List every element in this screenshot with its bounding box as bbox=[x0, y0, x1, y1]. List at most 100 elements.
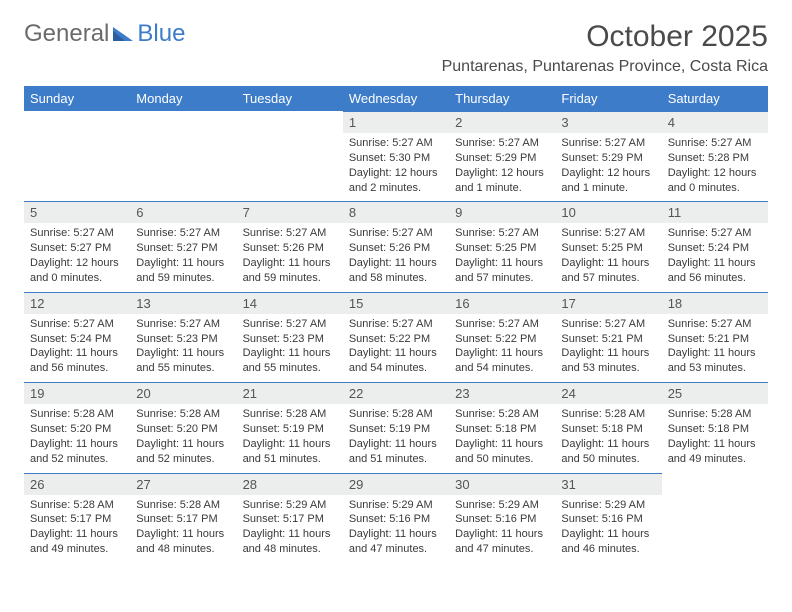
brand-logo: General Blue bbox=[24, 20, 185, 48]
calendar-row: 26Sunrise: 5:28 AMSunset: 5:17 PMDayligh… bbox=[24, 473, 768, 563]
calendar-cell: 20Sunrise: 5:28 AMSunset: 5:20 PMDayligh… bbox=[130, 382, 236, 472]
day-body: Sunrise: 5:28 AMSunset: 5:18 PMDaylight:… bbox=[449, 404, 555, 472]
day-body: Sunrise: 5:28 AMSunset: 5:19 PMDaylight:… bbox=[237, 404, 343, 472]
day-body: Sunrise: 5:28 AMSunset: 5:17 PMDaylight:… bbox=[24, 495, 130, 563]
weekday-header-row: Sunday Monday Tuesday Wednesday Thursday… bbox=[24, 86, 768, 111]
day-number: 8 bbox=[343, 201, 449, 223]
calendar-cell: 14Sunrise: 5:27 AMSunset: 5:23 PMDayligh… bbox=[237, 292, 343, 382]
calendar-cell: 4Sunrise: 5:27 AMSunset: 5:28 PMDaylight… bbox=[662, 111, 768, 201]
day-body: Sunrise: 5:27 AMSunset: 5:27 PMDaylight:… bbox=[24, 223, 130, 291]
day-body: Sunrise: 5:27 AMSunset: 5:21 PMDaylight:… bbox=[555, 314, 661, 382]
calendar-cell bbox=[237, 111, 343, 201]
weekday-header: Sunday bbox=[24, 86, 130, 111]
day-body: Sunrise: 5:28 AMSunset: 5:18 PMDaylight:… bbox=[555, 404, 661, 472]
day-number: 6 bbox=[130, 201, 236, 223]
day-number: 20 bbox=[130, 382, 236, 404]
calendar-table: Sunday Monday Tuesday Wednesday Thursday… bbox=[24, 86, 768, 563]
day-number: 29 bbox=[343, 473, 449, 495]
calendar-cell: 23Sunrise: 5:28 AMSunset: 5:18 PMDayligh… bbox=[449, 382, 555, 472]
day-number: 18 bbox=[662, 292, 768, 314]
calendar-row: 5Sunrise: 5:27 AMSunset: 5:27 PMDaylight… bbox=[24, 201, 768, 291]
day-body: Sunrise: 5:29 AMSunset: 5:16 PMDaylight:… bbox=[449, 495, 555, 563]
calendar-cell: 8Sunrise: 5:27 AMSunset: 5:26 PMDaylight… bbox=[343, 201, 449, 291]
day-body: Sunrise: 5:27 AMSunset: 5:22 PMDaylight:… bbox=[449, 314, 555, 382]
calendar-cell: 12Sunrise: 5:27 AMSunset: 5:24 PMDayligh… bbox=[24, 292, 130, 382]
calendar-body: 1Sunrise: 5:27 AMSunset: 5:30 PMDaylight… bbox=[24, 111, 768, 563]
day-body: Sunrise: 5:27 AMSunset: 5:26 PMDaylight:… bbox=[343, 223, 449, 291]
calendar-row: 12Sunrise: 5:27 AMSunset: 5:24 PMDayligh… bbox=[24, 292, 768, 382]
calendar-cell: 3Sunrise: 5:27 AMSunset: 5:29 PMDaylight… bbox=[555, 111, 661, 201]
calendar-cell: 26Sunrise: 5:28 AMSunset: 5:17 PMDayligh… bbox=[24, 473, 130, 563]
weekday-header: Thursday bbox=[449, 86, 555, 111]
day-number: 15 bbox=[343, 292, 449, 314]
calendar-cell: 11Sunrise: 5:27 AMSunset: 5:24 PMDayligh… bbox=[662, 201, 768, 291]
weekday-header: Saturday bbox=[662, 86, 768, 111]
day-number: 19 bbox=[24, 382, 130, 404]
calendar-cell: 27Sunrise: 5:28 AMSunset: 5:17 PMDayligh… bbox=[130, 473, 236, 563]
day-number: 2 bbox=[449, 111, 555, 133]
day-body: Sunrise: 5:29 AMSunset: 5:16 PMDaylight:… bbox=[343, 495, 449, 563]
day-body: Sunrise: 5:29 AMSunset: 5:17 PMDaylight:… bbox=[237, 495, 343, 563]
calendar-cell bbox=[24, 111, 130, 201]
calendar-row: 1Sunrise: 5:27 AMSunset: 5:30 PMDaylight… bbox=[24, 111, 768, 201]
day-body: Sunrise: 5:27 AMSunset: 5:21 PMDaylight:… bbox=[662, 314, 768, 382]
day-number: 12 bbox=[24, 292, 130, 314]
day-body: Sunrise: 5:27 AMSunset: 5:25 PMDaylight:… bbox=[555, 223, 661, 291]
calendar-cell bbox=[662, 473, 768, 563]
day-number: 27 bbox=[130, 473, 236, 495]
day-number: 28 bbox=[237, 473, 343, 495]
day-number: 3 bbox=[555, 111, 661, 133]
day-number: 13 bbox=[130, 292, 236, 314]
day-number: 30 bbox=[449, 473, 555, 495]
day-body: Sunrise: 5:28 AMSunset: 5:17 PMDaylight:… bbox=[130, 495, 236, 563]
calendar-cell: 6Sunrise: 5:27 AMSunset: 5:27 PMDaylight… bbox=[130, 201, 236, 291]
calendar-cell: 25Sunrise: 5:28 AMSunset: 5:18 PMDayligh… bbox=[662, 382, 768, 472]
day-body: Sunrise: 5:27 AMSunset: 5:25 PMDaylight:… bbox=[449, 223, 555, 291]
calendar-cell: 18Sunrise: 5:27 AMSunset: 5:21 PMDayligh… bbox=[662, 292, 768, 382]
calendar-cell: 24Sunrise: 5:28 AMSunset: 5:18 PMDayligh… bbox=[555, 382, 661, 472]
day-body: Sunrise: 5:27 AMSunset: 5:22 PMDaylight:… bbox=[343, 314, 449, 382]
day-number: 1 bbox=[343, 111, 449, 133]
day-body: Sunrise: 5:27 AMSunset: 5:24 PMDaylight:… bbox=[662, 223, 768, 291]
day-number: 9 bbox=[449, 201, 555, 223]
location-text: Puntarenas, Puntarenas Province, Costa R… bbox=[442, 58, 768, 76]
calendar-cell: 2Sunrise: 5:27 AMSunset: 5:29 PMDaylight… bbox=[449, 111, 555, 201]
day-body: Sunrise: 5:29 AMSunset: 5:16 PMDaylight:… bbox=[555, 495, 661, 563]
page-title: October 2025 bbox=[442, 20, 768, 54]
header: General Blue October 2025 Puntarenas, Pu… bbox=[24, 20, 768, 76]
day-number: 21 bbox=[237, 382, 343, 404]
calendar-cell: 31Sunrise: 5:29 AMSunset: 5:16 PMDayligh… bbox=[555, 473, 661, 563]
brand-triangle-icon bbox=[113, 20, 133, 48]
calendar-cell: 16Sunrise: 5:27 AMSunset: 5:22 PMDayligh… bbox=[449, 292, 555, 382]
day-body: Sunrise: 5:27 AMSunset: 5:23 PMDaylight:… bbox=[130, 314, 236, 382]
day-number: 11 bbox=[662, 201, 768, 223]
calendar-cell: 17Sunrise: 5:27 AMSunset: 5:21 PMDayligh… bbox=[555, 292, 661, 382]
calendar-cell: 30Sunrise: 5:29 AMSunset: 5:16 PMDayligh… bbox=[449, 473, 555, 563]
day-body: Sunrise: 5:27 AMSunset: 5:30 PMDaylight:… bbox=[343, 133, 449, 201]
day-body: Sunrise: 5:27 AMSunset: 5:28 PMDaylight:… bbox=[662, 133, 768, 201]
day-number: 7 bbox=[237, 201, 343, 223]
calendar-cell: 10Sunrise: 5:27 AMSunset: 5:25 PMDayligh… bbox=[555, 201, 661, 291]
calendar-cell: 21Sunrise: 5:28 AMSunset: 5:19 PMDayligh… bbox=[237, 382, 343, 472]
calendar-row: 19Sunrise: 5:28 AMSunset: 5:20 PMDayligh… bbox=[24, 382, 768, 472]
calendar-cell: 19Sunrise: 5:28 AMSunset: 5:20 PMDayligh… bbox=[24, 382, 130, 472]
weekday-header: Monday bbox=[130, 86, 236, 111]
calendar-cell: 5Sunrise: 5:27 AMSunset: 5:27 PMDaylight… bbox=[24, 201, 130, 291]
calendar-cell: 13Sunrise: 5:27 AMSunset: 5:23 PMDayligh… bbox=[130, 292, 236, 382]
day-body: Sunrise: 5:28 AMSunset: 5:20 PMDaylight:… bbox=[24, 404, 130, 472]
day-body: Sunrise: 5:28 AMSunset: 5:19 PMDaylight:… bbox=[343, 404, 449, 472]
day-number: 24 bbox=[555, 382, 661, 404]
day-number: 4 bbox=[662, 111, 768, 133]
day-number: 16 bbox=[449, 292, 555, 314]
day-number: 5 bbox=[24, 201, 130, 223]
day-number: 25 bbox=[662, 382, 768, 404]
brand-part1: General bbox=[24, 20, 109, 48]
calendar-cell: 9Sunrise: 5:27 AMSunset: 5:25 PMDaylight… bbox=[449, 201, 555, 291]
calendar-cell: 1Sunrise: 5:27 AMSunset: 5:30 PMDaylight… bbox=[343, 111, 449, 201]
weekday-header: Friday bbox=[555, 86, 661, 111]
day-number: 31 bbox=[555, 473, 661, 495]
day-body: Sunrise: 5:27 AMSunset: 5:26 PMDaylight:… bbox=[237, 223, 343, 291]
day-body: Sunrise: 5:27 AMSunset: 5:23 PMDaylight:… bbox=[237, 314, 343, 382]
day-number: 26 bbox=[24, 473, 130, 495]
day-body: Sunrise: 5:27 AMSunset: 5:27 PMDaylight:… bbox=[130, 223, 236, 291]
